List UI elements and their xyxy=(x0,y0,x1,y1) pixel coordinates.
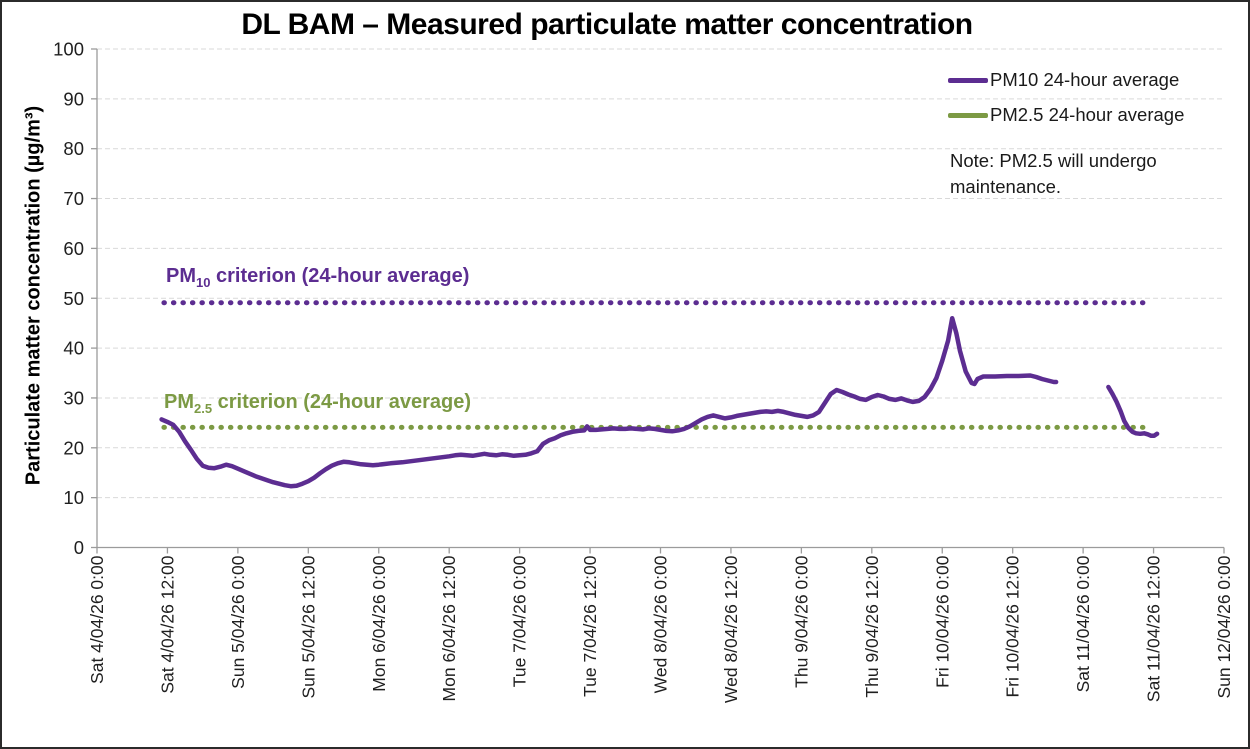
pm10-criterion-label: PM10 criterion (24-hour average) xyxy=(166,265,470,290)
x-tick-label-0: Sat 4/04/26 0:00 xyxy=(87,555,107,684)
legend-item-pm25: PM2.5 24-hour average xyxy=(948,103,1184,127)
series-pm10-segment-1 xyxy=(1106,384,1160,439)
y-tick-label-100: 100 xyxy=(53,39,84,60)
y-tick-label-80: 80 xyxy=(63,138,84,159)
legend-label-pm25: PM2.5 24-hour average xyxy=(990,104,1185,125)
y-tick-label-70: 70 xyxy=(63,188,84,209)
series-pm10-segment-0 xyxy=(159,315,1059,489)
legend-item-pm10: PM10 24-hour average xyxy=(948,68,1184,92)
y-tick-label-0: 0 xyxy=(74,537,84,558)
y-axis-title: Particulate matter concentration (µg/m³) xyxy=(22,105,45,486)
pm25-line-swatch xyxy=(948,112,988,118)
note-line-1: Note: PM2.5 will undergo xyxy=(950,150,1157,171)
x-tick-label-10: Thu 9/04/26 0:00 xyxy=(791,555,811,688)
y-tick-label-90: 90 xyxy=(63,88,84,109)
y-tick-label-60: 60 xyxy=(63,238,84,259)
note-line-2: maintenance. xyxy=(950,176,1062,197)
x-tick-label-1: Sat 4/04/26 12:00 xyxy=(157,555,177,693)
x-tick-label-7: Tue 7/04/26 12:00 xyxy=(580,555,600,697)
x-tick-label-2: Sun 5/04/26 0:00 xyxy=(228,555,248,689)
x-tick-label-13: Fri 10/04/26 12:00 xyxy=(1003,555,1023,697)
x-tick-label-6: Tue 7/04/26 0:00 xyxy=(510,555,530,687)
legend: PM10 24-hour average PM2.5 24-hour avera… xyxy=(948,68,1184,138)
y-tick-label-20: 20 xyxy=(63,437,84,458)
maintenance-note: Note: PM2.5 will undergo maintenance. xyxy=(950,148,1157,200)
x-tick-label-8: Wed 8/04/26 0:00 xyxy=(651,555,671,693)
x-tick-label-16: Sun 12/04/26 0:00 xyxy=(1214,555,1234,698)
x-tick-label-3: Sun 5/04/26 12:00 xyxy=(298,555,318,698)
chart-title: DL BAM – Measured particulate matter con… xyxy=(241,8,973,41)
x-tick-label-11: Thu 9/04/26 12:00 xyxy=(862,555,882,697)
x-tick-label-15: Sat 11/04/26 12:00 xyxy=(1144,555,1164,702)
y-tick-label-30: 30 xyxy=(63,387,84,408)
pm25-criterion-label: PM2.5 criterion (24-hour average) xyxy=(164,391,472,416)
x-tick-label-5: Mon 6/04/26 12:00 xyxy=(439,555,459,701)
x-tick-label-4: Mon 6/04/26 0:00 xyxy=(369,555,389,691)
pm10-line-swatch xyxy=(948,77,988,83)
x-tick-label-12: Fri 10/04/26 0:00 xyxy=(932,555,952,688)
y-tick-label-50: 50 xyxy=(63,288,84,309)
y-tick-label-40: 40 xyxy=(63,338,84,359)
x-tick-label-14: Sat 11/04/26 0:00 xyxy=(1073,555,1093,692)
legend-label-pm10: PM10 24-hour average xyxy=(990,69,1180,90)
y-tick-label-10: 10 xyxy=(63,487,84,508)
x-tick-label-9: Wed 8/04/26 12:00 xyxy=(721,555,741,703)
